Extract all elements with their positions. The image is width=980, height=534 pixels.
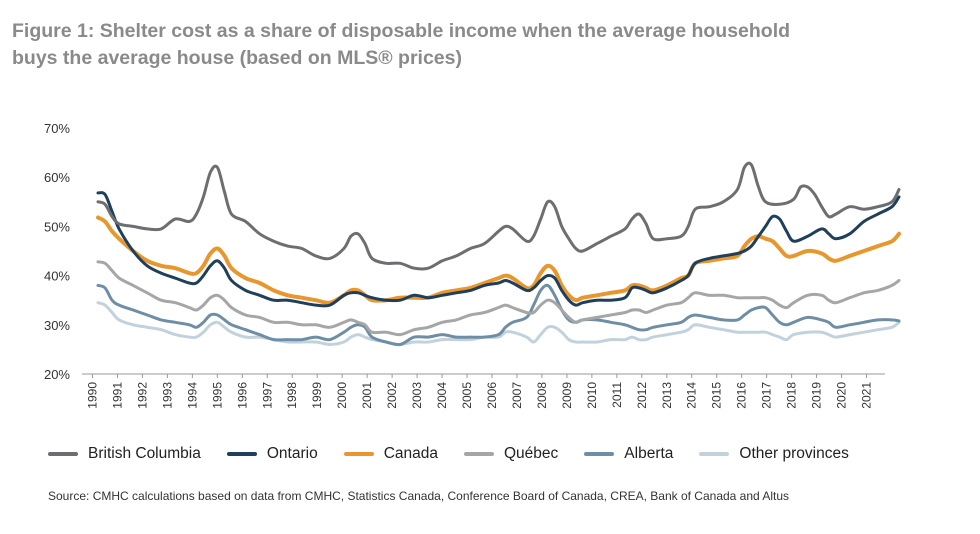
legend-swatch	[584, 452, 615, 456]
x-tick-label: 1998	[285, 382, 299, 409]
y-axis: 20% 30% 40% 50% 60% 70%	[44, 121, 70, 382]
chart-legend: British Columbia Ontario Canada Québec Alber…	[48, 445, 875, 463]
x-tick-label: 1994	[185, 382, 199, 409]
legend-label: British Columbia	[88, 445, 201, 462]
x-tick-label: 2015	[710, 382, 724, 409]
x-tick-label: 1992	[135, 382, 149, 409]
legend-item: Ontario	[226, 445, 318, 463]
series-line-british-columbia	[96, 161, 901, 271]
x-tick-label: 1995	[210, 382, 224, 409]
x-tick-label: 2004	[435, 382, 449, 409]
x-tick-label: 2011	[610, 382, 624, 408]
x-tick-label: 1990	[85, 382, 99, 409]
legend-label: Ontario	[266, 445, 318, 462]
source-note: Source: CMHC calculations based on data …	[48, 489, 790, 503]
x-tick-label: 2018	[785, 382, 799, 409]
x-tick-label: 2001	[360, 382, 374, 409]
x-tick-label: 2016	[735, 382, 749, 409]
x-axis: 1990 1991 1992 1993 1994 1995 1996 1997 1998 1999…	[82, 373, 885, 409]
y-tick-label: 40%	[44, 269, 70, 284]
x-tick-label: 1993	[160, 382, 174, 409]
x-tick-label: 1997	[260, 382, 274, 409]
x-tick-label: 2020	[835, 382, 849, 409]
x-tick-label: 2002	[385, 382, 399, 409]
chart-title-line-2: buys the average house (based on MLS® pr…	[12, 47, 462, 69]
x-tick-label: 2017	[760, 382, 774, 409]
series-line-ontario	[96, 191, 901, 308]
legend-label: Canada	[383, 445, 438, 462]
y-tick-label: 50%	[44, 219, 70, 234]
legend-label: Other provinces	[739, 445, 849, 462]
x-tick-label: 2014	[685, 382, 699, 409]
x-tick-label: 1996	[235, 382, 249, 409]
x-tick-label: 2006	[485, 382, 499, 409]
legend-item: British Columbia	[48, 445, 201, 463]
x-tick-label: 2005	[460, 382, 474, 409]
legend-swatch	[48, 452, 78, 456]
x-tick-label: 2010	[585, 382, 599, 409]
legend-swatch	[699, 452, 730, 456]
x-tick-label: 2008	[535, 382, 549, 409]
x-tick-label: 2021	[860, 382, 874, 409]
x-tick-label: 1991	[110, 382, 124, 409]
x-tick-label: 2012	[635, 382, 649, 409]
x-tick-label: 2009	[560, 382, 574, 409]
legend-label: Alberta	[624, 445, 674, 462]
legend-label: Québec	[504, 445, 559, 462]
legend-item: Alberta	[584, 445, 673, 463]
x-tick-label: 2013	[660, 382, 674, 409]
y-tick-label: 60%	[44, 170, 70, 185]
legend-swatch	[343, 452, 374, 456]
series-line-qu-bec	[96, 260, 901, 337]
legend-swatch	[226, 452, 257, 456]
series-line-canada	[96, 215, 901, 305]
x-tick-label: 2003	[410, 382, 424, 409]
line-chart: 20%30%40%50%60%70% 1990 1991 1992 1993 1994 1…	[44, 121, 901, 409]
y-tick-label: 70%	[44, 121, 70, 136]
x-tick-label: 1999	[310, 382, 324, 409]
legend-swatch	[464, 452, 494, 456]
legend-item: Canada	[343, 445, 438, 463]
series-line-other-provinces	[96, 301, 901, 346]
x-tick-label: 2000	[335, 382, 349, 409]
legend-item: Other provinces	[699, 445, 849, 463]
legend-item: Québec	[464, 445, 558, 463]
series-layer	[96, 161, 901, 347]
y-tick-label: 30%	[44, 318, 70, 333]
x-tick-label: 2007	[510, 382, 524, 409]
y-tick-label: 20%	[44, 367, 70, 382]
chart-title: Figure 1: Shelter cost as a share of dis…	[12, 18, 912, 72]
chart-title-line-1: Figure 1: Shelter cost as a share of dis…	[12, 20, 791, 42]
x-tick-label: 2019	[810, 382, 824, 409]
